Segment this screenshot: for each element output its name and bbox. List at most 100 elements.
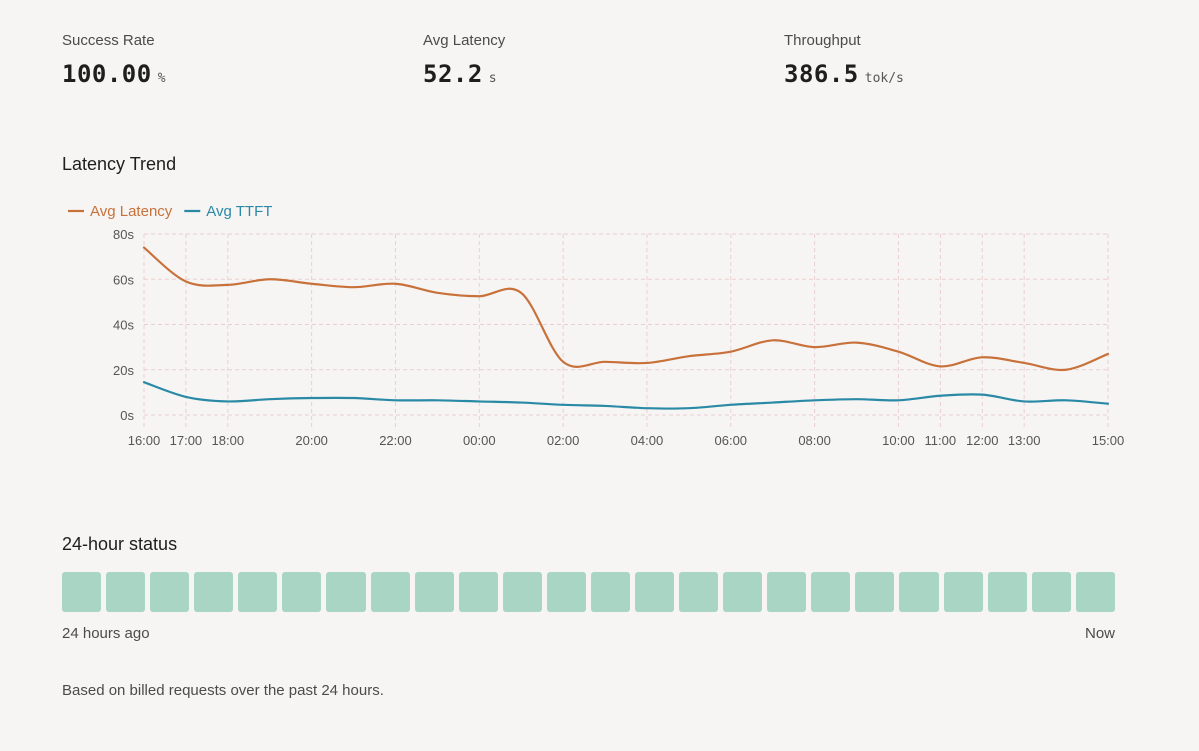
avg-latency-point: [981, 356, 983, 358]
avg-latency-point: [1023, 362, 1025, 364]
avg-ttft-point: [1107, 403, 1109, 405]
status-cell[interactable]: [855, 572, 895, 612]
x-tick-label: 15:00: [1092, 433, 1125, 448]
x-tick-label: 13:00: [1008, 433, 1041, 448]
status-cell[interactable]: [590, 572, 631, 612]
avg-ttft-point: [855, 398, 858, 400]
avg-latency-point: [520, 292, 522, 294]
metric-label: Success Rate: [62, 32, 155, 49]
status-cell[interactable]: [767, 572, 807, 612]
avg-latency-point: [269, 278, 271, 280]
status-cell[interactable]: [414, 572, 454, 612]
status-cell[interactable]: [546, 572, 586, 612]
x-tick-label: 10:00: [882, 433, 915, 448]
avg-latency-point: [227, 284, 229, 286]
avg-ttft-point: [646, 407, 648, 409]
status-cell[interactable]: [811, 572, 851, 612]
latency-trend-title: Latency Trend: [62, 154, 177, 174]
metric-label: Throughput: [784, 32, 861, 49]
status-cell[interactable]: [106, 572, 146, 612]
status-cell[interactable]: [458, 572, 498, 612]
avg-ttft-point: [814, 399, 816, 401]
avg-latency-point: [646, 362, 648, 364]
avg-latency-point: [772, 339, 774, 341]
x-tick-label: 18:00: [212, 433, 245, 448]
y-tick-label: 40s: [113, 318, 134, 333]
avg-latency-point: [436, 292, 438, 294]
metric-value: 52.2: [423, 60, 483, 88]
status-cell[interactable]: [62, 572, 102, 612]
x-tick-label: 11:00: [925, 433, 957, 448]
avg-ttft-point: [394, 399, 397, 401]
avg-ttft-point: [939, 395, 941, 397]
status-cell[interactable]: [326, 572, 366, 612]
avg-ttft-point: [688, 407, 690, 409]
avg-latency-point: [311, 283, 313, 285]
avg-ttft-point: [227, 400, 229, 403]
x-tick-label: 16:00: [128, 433, 161, 448]
status-cell[interactable]: [282, 572, 322, 612]
status-cell[interactable]: [1031, 572, 1071, 612]
avg-ttft-point: [730, 404, 732, 406]
y-tick-label: 80s: [113, 227, 134, 242]
avg-ttft-point: [981, 394, 983, 396]
metric-success-rate: Success Rate 100.00 %: [62, 32, 166, 88]
x-tick-label: 06:00: [715, 433, 748, 448]
avg-ttft-point: [772, 401, 774, 404]
avg-ttft-point: [143, 381, 145, 383]
status-cell[interactable]: [194, 572, 234, 612]
x-tick-label: 00:00: [463, 433, 496, 448]
range-start-label: 24 hours ago: [62, 625, 150, 642]
avg-ttft-point: [1065, 399, 1067, 401]
avg-ttft-point: [1023, 400, 1025, 403]
avg-latency-point: [1107, 353, 1109, 355]
avg-latency-point: [897, 351, 900, 353]
avg-latency-point: [185, 280, 187, 283]
status-cell[interactable]: [943, 572, 983, 612]
x-tick-label: 02:00: [547, 433, 580, 448]
avg-latency-point: [688, 355, 690, 357]
avg-latency-point: [939, 365, 941, 367]
metrics-row: Success Rate 100.00 % Avg Latency 52.2 s…: [62, 32, 1142, 92]
x-tick-label: 17:00: [170, 433, 203, 448]
avg-ttft-point: [352, 397, 355, 399]
y-tick-label: 60s: [113, 272, 134, 287]
avg-latency-point: [604, 361, 606, 363]
x-tick-label: 20:00: [295, 433, 328, 448]
x-tick-label: 12:00: [966, 433, 999, 448]
avg-ttft-point: [897, 399, 900, 401]
avg-latency-point: [730, 351, 732, 353]
x-tick-label: 22:00: [379, 433, 412, 448]
latency-chart-svg: 0s 20s 40s 60s 80s 16:00 17:00 18:00 20:00 22:00 0…: [68, 203, 1125, 448]
avg-latency-point: [562, 361, 564, 363]
status-cell[interactable]: [679, 572, 719, 612]
avg-ttft-point: [562, 404, 564, 406]
status-cell[interactable]: [370, 572, 410, 612]
avg-latency-point: [394, 283, 397, 285]
avg-ttft-point: [520, 401, 522, 404]
status-cell[interactable]: [899, 572, 939, 612]
avg-ttft-point: [478, 400, 480, 403]
status-cell[interactable]: [987, 572, 1027, 612]
status-cell[interactable]: [150, 572, 190, 612]
legend-avg-latency: Avg Latency: [90, 203, 173, 220]
status-cell[interactable]: [723, 572, 763, 612]
metric-unit: %: [157, 71, 166, 86]
status-cell[interactable]: [635, 572, 675, 612]
status-bar: [62, 572, 1115, 612]
avg-ttft-line: [142, 381, 1110, 410]
metric-unit: s: [488, 71, 497, 86]
avg-latency-point: [478, 295, 480, 297]
legend-avg-ttft: Avg TTFT: [206, 203, 272, 220]
status-cell[interactable]: [238, 572, 278, 612]
avg-latency-point: [352, 286, 355, 288]
status-cell[interactable]: [502, 572, 542, 612]
metric-value: 386.5: [784, 60, 859, 88]
y-tick-label: 20s: [113, 363, 134, 378]
range-end-label: Now: [1084, 625, 1115, 642]
status-cell[interactable]: [1075, 572, 1115, 612]
metric-throughput: Throughput 386.5 tok/s: [784, 32, 904, 88]
latency-chart: 0s 20s 40s 60s 80s 16:00 17:00 18:00 20:00 22:00 0…: [0, 196, 1199, 466]
avg-latency-point: [855, 342, 858, 344]
avg-latency-point: [143, 246, 145, 249]
